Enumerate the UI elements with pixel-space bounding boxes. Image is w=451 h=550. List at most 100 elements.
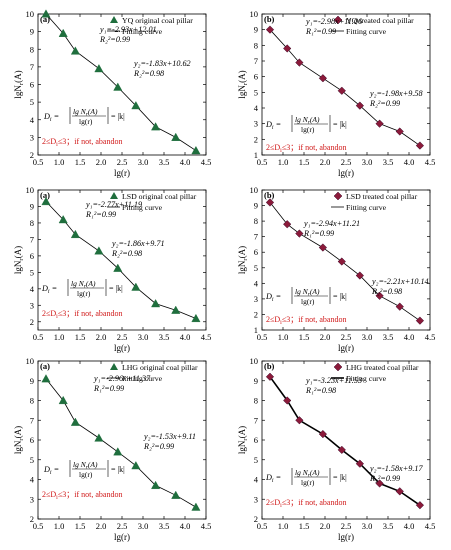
data-point <box>41 196 51 206</box>
formula-rhs: = |k| <box>109 284 123 293</box>
formula-denominator: lg(r) <box>79 117 93 126</box>
x-tick-label: 3.5 <box>383 157 394 167</box>
r2-1: R₁²=0.99 <box>305 27 336 36</box>
legend-label: LHG treated coal pillar <box>346 363 419 372</box>
equation-1: y₁=-2.94x+11.21 <box>303 219 360 228</box>
y-axis-label: lgNr(A) <box>237 70 249 98</box>
formula-numerator: lg Nr(A) <box>73 460 98 471</box>
y-tick-label: 8 <box>30 218 34 228</box>
data-point <box>113 263 123 272</box>
y-axis-label: lgNr(A) <box>13 246 25 274</box>
data-point <box>295 416 304 425</box>
chart-panel-3: 0.5 1.0 1.5 2.0 2.5 3.0 3.5 4.0 4.5 2 3 4 5 6 7 8 9 10 lg(… <box>13 185 211 353</box>
y-axis-label: lgNr(A) <box>13 426 25 454</box>
formula-denominator: lg(r) <box>301 478 315 487</box>
formula-numerator: lg Nr(A) <box>295 468 320 479</box>
r2-1: R₁²=0.98 <box>305 386 336 395</box>
x-tick-label: 0.5 <box>33 332 44 342</box>
data-point <box>151 122 161 131</box>
r2-2: R₂²=0.99 <box>369 474 400 483</box>
formula-denominator: lg(r) <box>301 297 315 306</box>
y-tick-label: 6 <box>254 72 258 82</box>
x-tick-label: 2.0 <box>320 332 331 342</box>
x-tick-label: 2.0 <box>96 521 107 531</box>
x-axis-label: lg(r) <box>338 532 354 542</box>
x-tick-label: 2.5 <box>117 332 128 342</box>
equation-1: y₁=-2.96x+11.37 <box>93 374 151 383</box>
y-axis-label: lgNr(A) <box>237 426 249 454</box>
y-tick-label: 4 <box>30 475 35 485</box>
x-tick-label: 0.5 <box>33 157 44 167</box>
legend-label: YQ treated coal pillar <box>346 16 414 25</box>
range-condition: 2≤Di≤3；if not, abandon <box>266 315 346 326</box>
legend-label: LSD treated coal pillar <box>346 192 418 201</box>
equation-2: y₂=-1.86x+9.71 <box>111 239 165 248</box>
y-tick-label: 6 <box>30 80 34 90</box>
equation-2: y₂=-1.98x+9.58 <box>369 89 423 98</box>
y-tick-label: 3 <box>254 494 258 504</box>
x-tick-label: 2.5 <box>341 332 352 342</box>
x-tick-label: 2.0 <box>320 157 331 167</box>
r2-1: R₁²=0.99 <box>303 229 334 238</box>
panel-tag: (b) <box>264 361 275 371</box>
data-point <box>395 487 404 496</box>
y-tick-label: 8 <box>30 44 34 54</box>
x-tick-label: 2.0 <box>96 157 107 167</box>
equation-1: y₁=-3.23x+11.53 <box>305 376 362 385</box>
y-tick-label: 6 <box>254 435 258 445</box>
y-tick-label: 1 <box>254 150 258 160</box>
y-tick-label: 5 <box>254 263 258 273</box>
legend-marker <box>110 363 118 370</box>
y-tick-label: 4 <box>30 115 35 125</box>
y-tick-label: 10 <box>250 356 259 366</box>
data-point <box>337 257 346 266</box>
formula-numerator: lg Nr(A) <box>73 107 98 118</box>
chart-panel-5: 0.5 1.0 1.5 2.0 2.5 3.0 3.5 4.0 4.5 2 3 4 5 6 7 8 9 10 lg(… <box>13 356 211 542</box>
y-tick-label: 2 <box>30 514 34 524</box>
y-tick-label: 6 <box>30 251 34 261</box>
range-condition: 2≤Di≤3；if not, abandon <box>42 490 122 501</box>
x-tick-label: 1.5 <box>75 521 86 531</box>
x-tick-label: 2.5 <box>117 157 128 167</box>
y-tick-label: 10 <box>26 9 35 19</box>
y-tick-label: 2 <box>30 317 34 327</box>
y-tick-label: 2 <box>254 309 258 319</box>
fractal-formula: Di = <box>43 465 59 476</box>
data-point <box>191 502 201 511</box>
formula-denominator: lg(r) <box>301 125 315 134</box>
x-tick-label: 1.0 <box>54 332 65 342</box>
y-tick-label: 3 <box>254 119 258 129</box>
range-condition: 2≤Di≤3；if not, abandon <box>42 309 122 320</box>
x-tick-label: 4.0 <box>180 157 191 167</box>
y-tick-label: 8 <box>254 216 258 226</box>
y-tick-label: 9 <box>30 27 34 37</box>
x-tick-label: 4.5 <box>425 521 436 531</box>
y-tick-label: 4 <box>254 278 259 288</box>
formula-rhs: = |k| <box>111 465 125 474</box>
data-point <box>355 459 365 468</box>
chart-panel-6: 0.5 1.0 1.5 2.0 2.5 3.0 3.5 4.0 4.5 2 3 4 5 6 7 8 9 10 lg(… <box>237 356 435 542</box>
x-tick-label: 3.0 <box>362 157 373 167</box>
panel-tag: (b) <box>264 14 275 24</box>
legend-fit-label: Fitting curve <box>122 27 163 36</box>
x-axis-label: lg(r) <box>114 343 130 353</box>
r2-2: R₂²=0.98 <box>133 69 164 78</box>
panel-tag: (a) <box>40 361 50 371</box>
equation-1: y₁=-2.98x+11.06 <box>305 17 363 26</box>
data-point <box>283 220 292 229</box>
x-tick-label: 3.0 <box>138 332 149 342</box>
y-tick-label: 8 <box>30 396 34 406</box>
formula-rhs: = |k| <box>333 473 347 482</box>
x-tick-label: 4.5 <box>425 157 436 167</box>
y-tick-label: 3 <box>30 494 34 504</box>
fitting-curve <box>269 376 421 506</box>
x-tick-label: 4.5 <box>201 157 212 167</box>
y-tick-label: 3 <box>254 294 258 304</box>
y-tick-label: 7 <box>254 415 258 425</box>
equation-2: y₂=-1.58x+9.17 <box>369 464 423 473</box>
x-tick-label: 1.0 <box>54 157 65 167</box>
data-point <box>70 417 80 426</box>
legend-fit-label: Fitting curve <box>346 27 387 36</box>
x-tick-label: 4.0 <box>180 521 191 531</box>
formula-numerator: lg Nr(A) <box>295 287 320 298</box>
